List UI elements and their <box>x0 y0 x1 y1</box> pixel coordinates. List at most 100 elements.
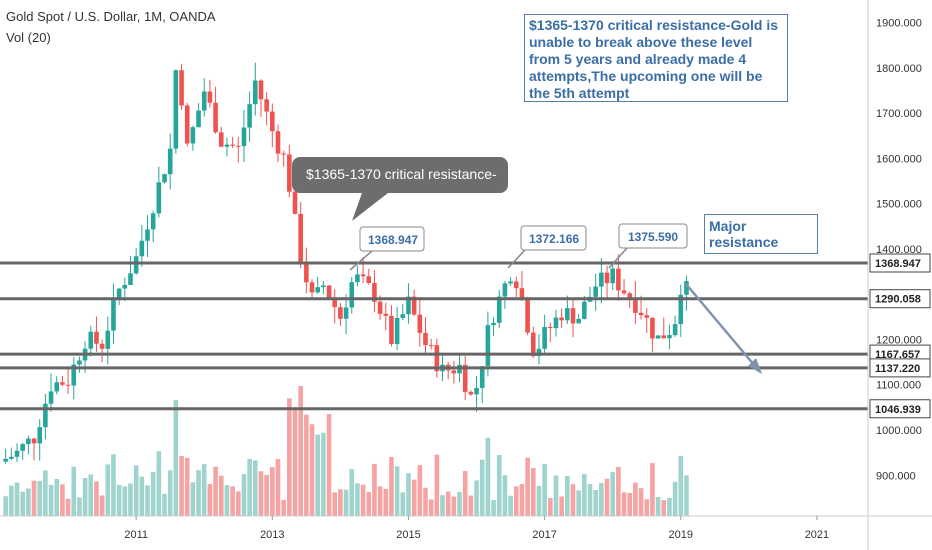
volume-bar <box>196 470 201 516</box>
volume-bar <box>451 496 457 516</box>
volume-bar <box>559 496 564 516</box>
candle-body <box>496 296 502 323</box>
volume-bar <box>565 476 570 516</box>
candle-body <box>88 331 94 349</box>
volume-bar <box>145 485 150 516</box>
callout-1375-box <box>618 223 688 249</box>
volume-bar <box>400 492 406 516</box>
candle-body <box>167 148 173 175</box>
volume-bar <box>332 492 338 516</box>
candle-body <box>128 273 133 285</box>
candle-body <box>372 283 377 302</box>
candle-body <box>542 326 547 349</box>
candle-body <box>9 456 14 459</box>
candle-body <box>355 274 360 283</box>
volume-bar <box>389 456 394 516</box>
callouts-layer: $1365-1370 critical resistance- 1368.947… <box>292 157 688 271</box>
candle-body <box>474 387 479 395</box>
annotation-resistance-note[interactable]: $1365-1370 critical resistance-Gold is u… <box>524 14 788 102</box>
volume-bar <box>224 485 230 516</box>
volume-bar <box>213 466 218 516</box>
volume-bar <box>576 490 581 516</box>
candle-body <box>377 301 383 314</box>
volume-bar <box>502 475 508 516</box>
volume-bar <box>326 414 332 516</box>
candle-body <box>77 360 82 365</box>
volume-bar <box>270 467 275 516</box>
candle-body <box>604 272 610 284</box>
volume-bar <box>434 454 440 516</box>
volume-bar <box>633 482 638 516</box>
volume-bar <box>71 466 77 516</box>
candle-body <box>423 332 428 346</box>
volume-bar <box>372 463 377 516</box>
volume-bar <box>423 487 428 516</box>
candle-body <box>411 296 417 315</box>
candle-body <box>530 332 536 357</box>
annotation-major-resistance[interactable]: Major resistance <box>704 214 818 254</box>
candle-body <box>519 288 525 300</box>
candle-body <box>20 444 25 451</box>
volume-bar <box>275 458 281 516</box>
candle-body <box>26 438 31 445</box>
volume-indicator-label: Vol (20) <box>6 30 51 45</box>
candle-body <box>678 294 684 325</box>
candle-body <box>196 110 201 128</box>
candle-body <box>502 283 508 297</box>
candle-body <box>139 240 145 257</box>
volume-bar <box>309 424 315 516</box>
volume-bar <box>355 483 360 516</box>
candle-body <box>304 264 309 283</box>
volume-bar <box>150 471 156 516</box>
callout-1372-pointer <box>507 249 526 269</box>
volume-bar <box>99 495 105 516</box>
candle-body <box>298 213 303 265</box>
volume-bar <box>338 489 343 516</box>
candle-body <box>417 314 423 333</box>
candle-body <box>156 182 162 214</box>
volume-bar <box>440 495 445 516</box>
x-tick-label: 2021 <box>805 529 829 541</box>
volume-bar <box>9 485 14 516</box>
volume-bar <box>65 498 71 516</box>
y-tick-label: 1500.000 <box>876 199 922 211</box>
volume-bar <box>519 484 525 516</box>
volume-bar <box>14 482 20 516</box>
candle-body <box>638 312 644 316</box>
candle-body <box>14 450 20 457</box>
volume-bar <box>321 432 326 516</box>
candle-body <box>230 144 235 146</box>
volume-bar <box>173 400 179 516</box>
candle-body <box>655 335 661 339</box>
volume-bar <box>241 474 247 516</box>
volume-bar <box>247 459 252 516</box>
volume-bar <box>417 465 423 516</box>
candle-body <box>150 213 156 230</box>
candles-layer <box>3 62 689 464</box>
volume-bar <box>411 479 417 516</box>
volume-bar <box>252 460 258 516</box>
candle-body <box>145 229 150 241</box>
volume-bar <box>287 398 292 516</box>
volume-bar <box>513 486 519 516</box>
candle-body <box>122 284 128 289</box>
volume-bar <box>474 480 479 516</box>
price-level-label: 1137.220 <box>875 363 920 375</box>
y-tick-label: 1700.000 <box>876 108 922 120</box>
volume-bar <box>292 409 298 516</box>
candle-body <box>400 314 406 319</box>
candle-body <box>48 391 54 404</box>
volume-bar <box>468 495 474 516</box>
price-level-label: 1368.947 <box>875 258 921 270</box>
volume-bar <box>621 492 627 516</box>
volume-bar <box>3 496 8 516</box>
levels-layer: 1368.947 1290.058 1167.657 1137.220 1046.939 <box>0 253 931 419</box>
candle-body <box>173 70 179 149</box>
volume-bar <box>582 474 587 516</box>
candle-body <box>621 290 627 294</box>
candle-body <box>582 301 587 319</box>
candle-body <box>94 331 99 344</box>
candle-body <box>525 299 530 333</box>
